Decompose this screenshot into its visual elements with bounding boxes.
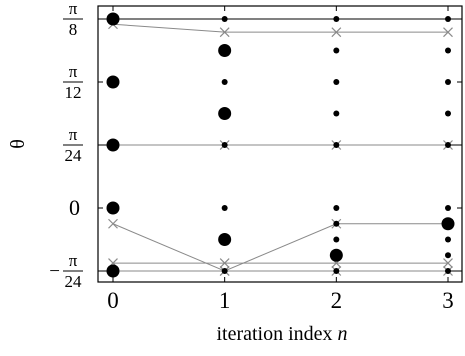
data-point [221,268,228,274]
y-tick-numerator: π [69,62,78,81]
data-point [333,47,340,54]
data-point [333,220,340,227]
data-point [441,217,455,231]
data-points [106,12,455,278]
y-tick-sign: − [49,261,60,282]
y-tick-fraction: π 24− [49,251,83,291]
x-tick-label: 2 [331,288,343,313]
data-point [333,79,340,85]
y-tick-fraction: π 12 [63,62,83,102]
trajectory-line [112,23,448,33]
data-point [333,205,340,211]
trajectory-marker [219,258,230,269]
data-point [221,142,228,148]
trajectories [108,19,453,276]
x-axis-label-text: iteration index [216,323,332,345]
trajectory-marker [108,218,118,229]
data-point [445,252,451,259]
y-tick-numerator: π [69,0,78,18]
y-tick-denominator: 8 [69,20,78,39]
data-point [445,268,451,274]
data-point [221,205,228,211]
data-point [333,16,340,22]
data-point [106,138,120,152]
y-tick-fraction: π8 [63,0,83,39]
data-point [445,47,451,54]
x-axis-label: iteration index n [216,323,347,345]
y-tick-fraction: π 24 [63,125,83,165]
data-point [445,16,451,22]
y-tick-denominator: 24 [65,272,83,291]
data-point [106,12,120,26]
data-point [445,142,451,148]
x-ticks: 0 1 2 3 [107,6,454,313]
data-point [221,79,228,85]
x-axis-label-variable: n [338,323,348,345]
data-point [106,201,120,215]
trajectory-marker [443,258,453,269]
x-tick-label: 1 [219,288,231,313]
data-point [445,236,451,243]
y-tick-denominator: 12 [65,83,82,102]
data-point [218,232,232,246]
data-point [333,268,340,274]
trajectory-line [112,223,448,272]
data-point [445,205,451,211]
y-tick-numerator: π [69,125,78,144]
x-tick-label: 3 [442,288,454,313]
data-point [333,110,340,117]
trajectory-marker [219,27,230,38]
data-point [106,264,120,278]
y-tick-label: 0 [69,195,80,220]
data-point [329,248,343,262]
data-point [445,79,451,85]
data-point [106,75,120,89]
data-point [218,44,232,58]
trajectory-marker [331,27,342,38]
data-point [221,16,228,22]
data-point [333,142,340,148]
y-tick-numerator: π [69,251,78,270]
data-point [218,107,232,121]
data-point [445,110,451,117]
x-tick-label: 0 [107,288,119,313]
plot-frame [97,5,463,283]
y-tick-denominator: 24 [65,146,83,165]
data-point [333,236,340,243]
y-axis-label: θ [7,139,29,149]
trajectory-marker [443,27,453,38]
